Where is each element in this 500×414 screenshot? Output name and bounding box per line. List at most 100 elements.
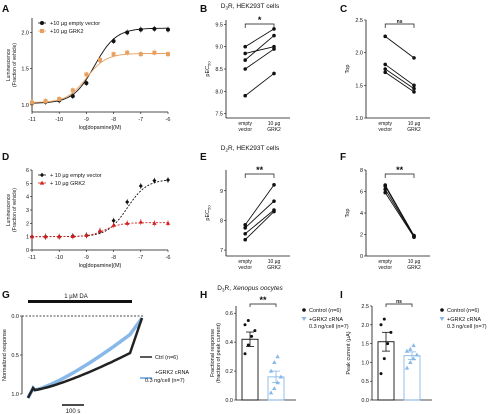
y-tick-label: 1.5: [21, 67, 29, 73]
data-point: [138, 52, 143, 57]
panel-a-chart: -11 -10 -9 -8 -7 -6 1.0 1.5 2.0 log[dopamine](M) L…: [6, 18, 170, 131]
y-tick-label: 1.0: [21, 103, 29, 109]
legend-label: +10 µg GRK2: [50, 29, 84, 35]
trace-grk2: [26, 316, 144, 399]
y-axis-label-line: (Fraction of vehicle): [12, 43, 18, 87]
data-point: [272, 360, 277, 364]
row-title-2: D2R, HEK293T cells: [221, 145, 280, 153]
y-tick-label: 8.0: [215, 89, 223, 95]
row-title-part: D: [217, 285, 222, 292]
legend-marker: [439, 317, 445, 321]
y-axis-label-part: pEC: [205, 66, 211, 77]
y-tick-label: 9.5: [215, 22, 223, 28]
y-axis-label: Luminescence(Fraction of vehicle): [6, 188, 18, 232]
pair-line: [244, 35, 275, 61]
y-tick-label: 1.0: [11, 392, 19, 398]
x-tick-label: -8: [111, 255, 116, 261]
data-point: [70, 234, 75, 238]
significance-label: ns: [397, 19, 403, 25]
x-tick-label: -11: [28, 117, 36, 123]
pair-line: [245, 46, 275, 54]
y-tick-label: 0.4: [225, 340, 233, 346]
x-tick-label: -7: [138, 117, 143, 123]
x-category-label: vector: [378, 127, 392, 133]
pair-line: [244, 48, 275, 70]
row-title-part: D: [221, 3, 226, 10]
y-tick-label: 7.5: [215, 112, 223, 118]
x-category-label: empty: [378, 121, 392, 127]
y-tick-label: 2.5: [361, 304, 369, 310]
data-point: [389, 330, 393, 334]
data-point: [383, 184, 388, 188]
x-tick-label: -10: [55, 117, 63, 123]
significance-label: **: [259, 295, 267, 305]
y-axis-label-line: (Fraction of vehicle): [12, 188, 18, 232]
data-point: [253, 329, 257, 333]
pair-line: [244, 211, 275, 241]
y-tick-label: 2.0: [361, 323, 369, 329]
data-point: [404, 365, 410, 370]
data-point: [383, 67, 388, 71]
trace-ctrl: [26, 317, 144, 399]
data-point: [125, 220, 130, 225]
significance-label: **: [256, 165, 264, 175]
x-category-label: 10 µg: [268, 121, 281, 127]
panel-letter-h: H: [200, 290, 207, 301]
y-axis-label: pEC50: [205, 205, 212, 221]
agonist-bar: [28, 300, 132, 303]
y-tick-label: 2: [360, 233, 363, 239]
y-tick-label: 1: [26, 235, 29, 241]
row-title-sub: 2: [226, 148, 229, 153]
data-point: [412, 90, 416, 94]
y-tick-label: 0.5: [11, 353, 19, 359]
data-point: [383, 187, 388, 192]
data-point: [125, 50, 130, 55]
bar-1: [241, 338, 259, 401]
panel-i-chart: 0.0 0.5 1.0 1.5 2.0 2.5 Peak current (µA) Contr…: [346, 299, 487, 404]
y-tick-label: 0.0: [11, 314, 19, 320]
legend-label-grk2: +GRK2 cRNA: [155, 370, 189, 376]
data-point: [57, 96, 62, 101]
data-point: [152, 26, 157, 31]
panel-letter-g: G: [2, 290, 10, 301]
data-point: [383, 190, 388, 195]
data-point: [411, 356, 416, 361]
row-title-part: R, HEK293T cells: [228, 145, 280, 152]
y-tick-label: 2.5: [355, 18, 363, 24]
data-point: [138, 27, 143, 32]
legend-label: +10 µg empty vector: [50, 21, 100, 27]
legend-label-ctrl: Ctrl (n=6): [155, 355, 178, 361]
y-tick-label: 8: [360, 168, 363, 174]
significance-label: *: [258, 15, 262, 25]
row-title-3: D3R, Xenopus oocytes: [217, 285, 283, 293]
data-point: [272, 71, 276, 76]
bar-2: [403, 355, 421, 401]
data-point: [125, 30, 130, 35]
y-tick-label: 0.0: [361, 398, 369, 404]
data-point: [272, 33, 276, 38]
data-point: [272, 208, 276, 212]
data-point: [138, 219, 143, 224]
y-axis-label-part: pEC: [205, 210, 211, 221]
pair-line: [244, 200, 275, 229]
x-category-label: 10 µg: [408, 259, 421, 265]
data-point: [111, 218, 116, 223]
x-category-label: GRK2: [267, 127, 281, 133]
data-point: [70, 88, 75, 93]
row-title-sub: 3: [222, 288, 225, 293]
legend-label: + 10 µg empty vector: [50, 173, 102, 179]
y-axis-label-sub: 50: [207, 61, 212, 66]
pair-line: [384, 192, 415, 238]
data-point: [382, 357, 386, 361]
data-point: [272, 199, 276, 203]
y-axis-label: Peak current (µA): [346, 331, 352, 374]
data-point: [383, 34, 388, 39]
data-point: [412, 86, 416, 91]
data-point: [379, 323, 383, 327]
data-point: [408, 360, 413, 364]
data-point: [272, 183, 276, 187]
panel-letter-b: B: [200, 4, 207, 15]
y-axis-label-line: (fraction of peak current): [216, 323, 222, 383]
y-tick-label: 1.0: [355, 116, 363, 122]
